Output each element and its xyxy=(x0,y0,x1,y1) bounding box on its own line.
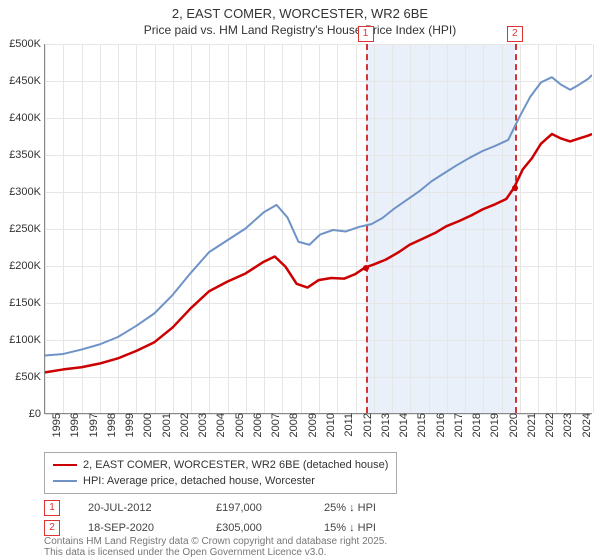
attribution-line1: Contains HM Land Registry data © Crown c… xyxy=(44,536,387,547)
ytick-label: £500K xyxy=(9,38,45,50)
xtick-label: 2005 xyxy=(228,413,246,437)
xtick-label: 1997 xyxy=(82,413,100,437)
legend-label-hpi: HPI: Average price, detached house, Worc… xyxy=(83,473,315,489)
legend-swatch-hpi xyxy=(53,480,77,482)
xtick-label: 2025 xyxy=(593,413,600,437)
xtick-label: 2017 xyxy=(447,413,465,437)
ytick-label: £150K xyxy=(9,297,45,309)
gridline-v xyxy=(593,44,594,413)
xtick-label: 2010 xyxy=(319,413,337,437)
ytick-label: £0 xyxy=(29,408,45,420)
series-price_paid xyxy=(45,134,592,372)
marker-row: 2 18-SEP-2020 £305,000 15% ↓ HPI xyxy=(44,518,424,538)
marker-date: 18-SEP-2020 xyxy=(88,522,188,534)
xtick-label: 1996 xyxy=(63,413,81,437)
sale-point xyxy=(512,185,518,191)
ytick-label: £350K xyxy=(9,149,45,161)
marker-badge: 2 xyxy=(44,520,60,536)
legend-row-price: 2, EAST COMER, WORCESTER, WR2 6BE (detac… xyxy=(53,457,388,473)
xtick-label: 2023 xyxy=(556,413,574,437)
xtick-label: 1998 xyxy=(100,413,118,437)
marker-price: £305,000 xyxy=(216,522,296,534)
marker-badge: 1 xyxy=(358,26,374,42)
marker-row: 1 20-JUL-2012 £197,000 25% ↓ HPI xyxy=(44,498,424,518)
ytick-label: £300K xyxy=(9,186,45,198)
xtick-label: 2022 xyxy=(538,413,556,437)
xtick-label: 2015 xyxy=(410,413,428,437)
ytick-label: £400K xyxy=(9,112,45,124)
ytick-label: £450K xyxy=(9,75,45,87)
sale-point xyxy=(363,265,369,271)
page-title: 2, EAST COMER, WORCESTER, WR2 6BE xyxy=(0,6,600,21)
xtick-label: 2014 xyxy=(392,413,410,437)
marker-badge: 2 xyxy=(507,26,523,42)
marker-hpi: 15% ↓ HPI xyxy=(324,522,424,534)
marker-price: £197,000 xyxy=(216,502,296,514)
legend-label-price: 2, EAST COMER, WORCESTER, WR2 6BE (detac… xyxy=(83,457,388,473)
xtick-label: 1999 xyxy=(118,413,136,437)
xtick-label: 2003 xyxy=(191,413,209,437)
legend: 2, EAST COMER, WORCESTER, WR2 6BE (detac… xyxy=(44,452,397,494)
attribution: Contains HM Land Registry data © Crown c… xyxy=(44,536,387,558)
legend-swatch-price xyxy=(53,464,77,466)
xtick-label: 2021 xyxy=(520,413,538,437)
chart-area: £0£50K£100K£150K£200K£250K£300K£350K£400… xyxy=(44,44,592,414)
attribution-line2: This data is licensed under the Open Gov… xyxy=(44,547,387,558)
xtick-label: 2000 xyxy=(136,413,154,437)
xtick-label: 1995 xyxy=(45,413,63,437)
xtick-label: 2002 xyxy=(173,413,191,437)
xtick-label: 2013 xyxy=(374,413,392,437)
legend-row-hpi: HPI: Average price, detached house, Worc… xyxy=(53,473,388,489)
xtick-label: 2011 xyxy=(337,413,355,437)
ytick-label: £100K xyxy=(9,334,45,346)
xtick-label: 2019 xyxy=(483,413,501,437)
xtick-label: 2007 xyxy=(264,413,282,437)
xtick-label: 2004 xyxy=(209,413,227,437)
marker-table: 1 20-JUL-2012 £197,000 25% ↓ HPI 2 18-SEP-202… xyxy=(44,498,424,538)
xtick-label: 2006 xyxy=(246,413,264,437)
ytick-label: £200K xyxy=(9,260,45,272)
xtick-label: 2024 xyxy=(575,413,593,437)
marker-badge: 1 xyxy=(44,500,60,516)
xtick-label: 2009 xyxy=(301,413,319,437)
xtick-label: 2020 xyxy=(502,413,520,437)
marker-date: 20-JUL-2012 xyxy=(88,502,188,514)
chart-lines xyxy=(45,44,592,413)
xtick-label: 2016 xyxy=(429,413,447,437)
xtick-label: 2001 xyxy=(155,413,173,437)
ytick-label: £50K xyxy=(15,371,45,383)
xtick-label: 2018 xyxy=(465,413,483,437)
series-hpi xyxy=(45,75,592,355)
xtick-label: 2012 xyxy=(356,413,374,437)
ytick-label: £250K xyxy=(9,223,45,235)
marker-hpi: 25% ↓ HPI xyxy=(324,502,424,514)
xtick-label: 2008 xyxy=(282,413,300,437)
